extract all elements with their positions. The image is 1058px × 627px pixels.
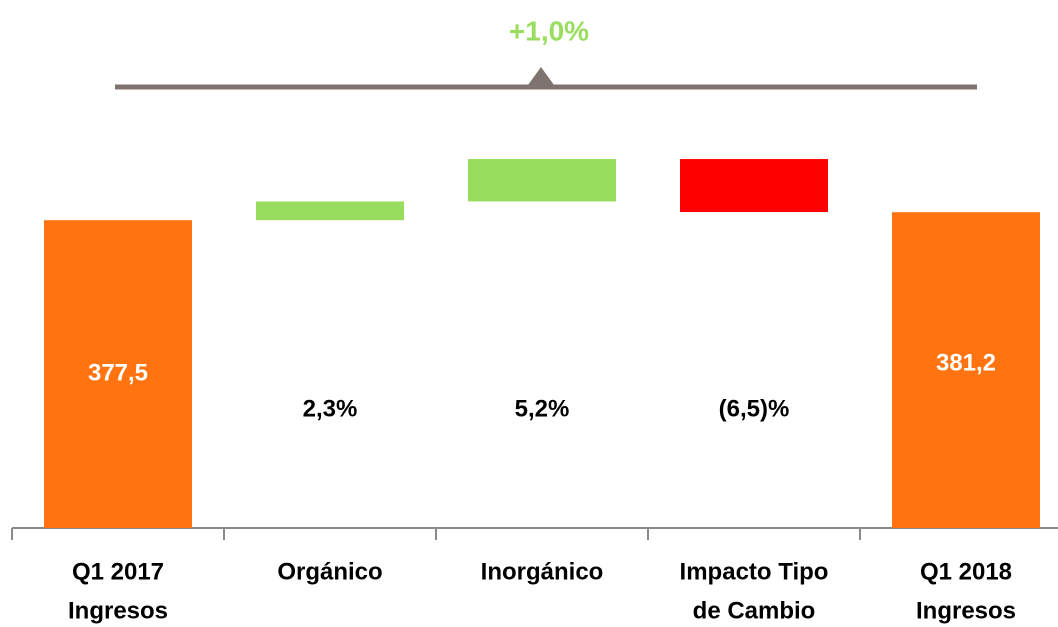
x-tick-label: Impacto Tipo: [680, 558, 829, 585]
total-change-annotation: +1,0%: [509, 15, 589, 46]
bar: [468, 159, 616, 202]
x-tick-label: Q1 2017: [72, 558, 164, 585]
bar: [44, 220, 192, 528]
bar: [892, 212, 1040, 528]
bar: [256, 201, 404, 221]
value-label: 2,3%: [303, 395, 358, 422]
value-label: 381,2: [936, 349, 996, 376]
value-label: (6,5)%: [719, 395, 790, 422]
x-tick-label: Ingresos: [916, 597, 1016, 624]
value-label: 377,5: [88, 359, 148, 386]
x-tick-label: Ingresos: [68, 597, 168, 624]
x-tick-label: Q1 2018: [920, 558, 1012, 585]
bar: [680, 159, 828, 213]
x-tick-label: Inorgánico: [481, 558, 604, 585]
x-tick-label: de Cambio: [693, 597, 816, 624]
x-tick-label: Orgánico: [277, 558, 382, 585]
value-label: 5,2%: [515, 395, 570, 422]
bracket-arrow: [528, 67, 554, 85]
